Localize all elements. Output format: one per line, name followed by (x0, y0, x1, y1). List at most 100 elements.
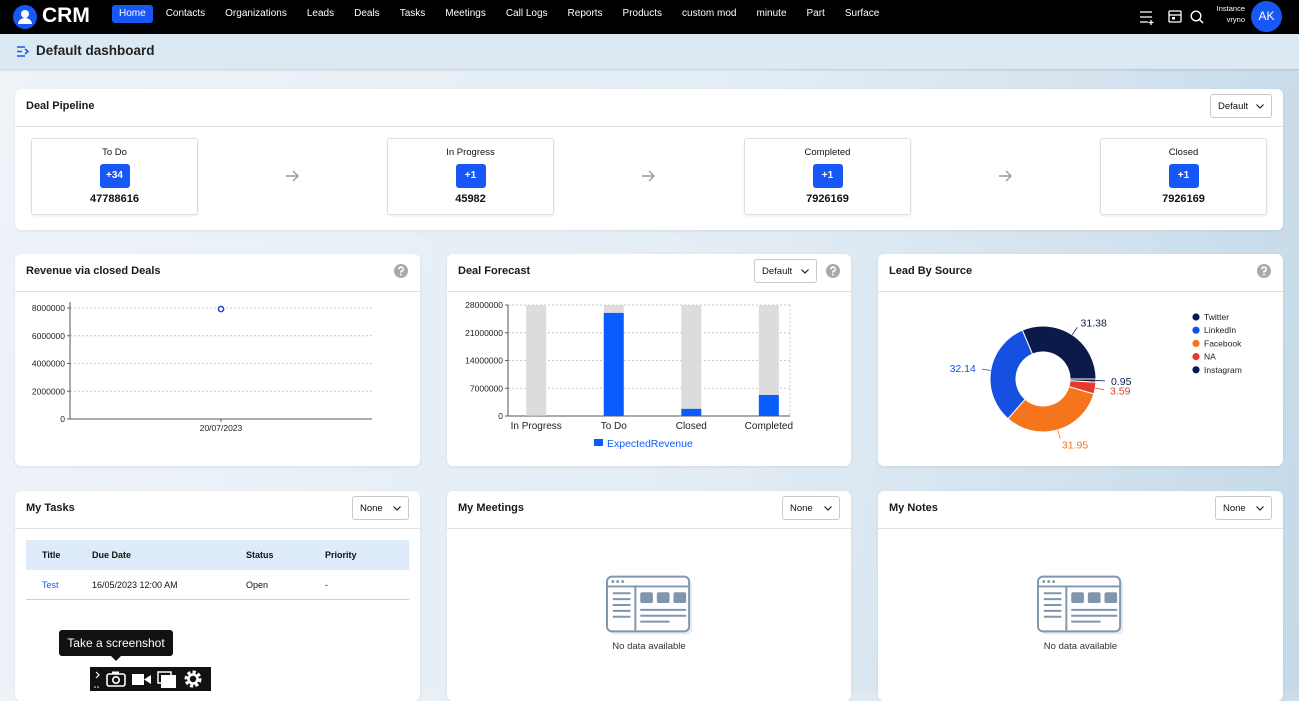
select-value: Default (1218, 101, 1248, 112)
stage-badge: +1 (813, 164, 843, 188)
stage-arrow (999, 170, 1013, 182)
search-icon[interactable] (1191, 11, 1203, 23)
calendar-icon[interactable] (1169, 11, 1181, 22)
empty-text: No data available (447, 641, 851, 652)
stage-badge: +34 (100, 164, 130, 188)
empty-illustration (606, 575, 694, 635)
legend-label: NA (1204, 352, 1216, 362)
meetings-filter[interactable]: None (782, 496, 840, 520)
data-label: 31.95 (1062, 439, 1088, 451)
stage-arrow (642, 170, 656, 182)
avatar[interactable]: AK (1251, 1, 1282, 32)
x-tick-label: Completed (745, 421, 793, 432)
bar (759, 395, 779, 416)
help-icon[interactable] (1257, 264, 1271, 278)
sidebar-toggle[interactable] (16, 45, 30, 58)
card-header: Lead By Source (878, 254, 1283, 292)
label-leader (1072, 327, 1077, 335)
instance-name: Instance (1207, 3, 1245, 14)
card-title: My Notes (889, 502, 938, 514)
page-title: Default dashboard (36, 43, 155, 58)
nav-item[interactable]: Deals (347, 5, 387, 23)
card-title: Deal Forecast (458, 265, 530, 277)
nav-item[interactable]: Products (616, 5, 669, 23)
top-nav: CRM Home Contacts Organizations Leads Deals T… (0, 0, 1299, 34)
select-value: None (790, 503, 813, 514)
brand[interactable]: CRM (42, 4, 90, 28)
chevron (824, 506, 832, 511)
data-label: 31.38 (1081, 317, 1107, 329)
select-value: Default (762, 266, 792, 277)
card-header: My Notes None (878, 491, 1283, 529)
stage-badge: +1 (456, 164, 486, 188)
table-cell[interactable]: Test (26, 570, 92, 600)
list-icon[interactable] (1140, 12, 1154, 25)
nav-item[interactable]: Surface (838, 5, 886, 23)
card-header: My Meetings None (447, 491, 851, 529)
stage-amount: 7926169 (745, 193, 910, 205)
x-tick-label: To Do (601, 421, 628, 432)
legend-swatch (1192, 353, 1199, 360)
point (218, 306, 223, 311)
card-title: My Tasks (26, 502, 75, 514)
nav-menu: Home Contacts Organizations Leads Deals Tasks… (112, 5, 892, 23)
nav-item[interactable]: Contacts (159, 5, 212, 23)
chevron (1256, 104, 1264, 109)
legend-label: Twitter (1204, 312, 1229, 322)
help-icon[interactable] (826, 264, 840, 278)
nav-item[interactable]: Reports (561, 5, 610, 23)
card-title: Lead By Source (889, 265, 972, 277)
column-header: Due Date (92, 540, 246, 570)
stage-name: To Do (32, 147, 197, 158)
user-info: Instance vryno (1207, 3, 1245, 25)
card-title: My Meetings (458, 502, 524, 514)
dashboard-header: Default dashboard (0, 34, 1299, 69)
nav-item[interactable]: Home (112, 5, 153, 23)
notes-filter[interactable]: None (1215, 496, 1272, 520)
nav-item[interactable]: Part (800, 5, 832, 23)
card-header: Revenue via closed Deals (15, 254, 420, 292)
y-tick-label: 28000000 (465, 300, 503, 310)
nav-item[interactable]: Meetings (438, 5, 493, 23)
card-title: Deal Pipeline (26, 100, 94, 112)
stage-name: Completed (745, 147, 910, 158)
stage-card[interactable]: Completed +1 7926169 (744, 138, 911, 215)
help-icon[interactable] (394, 264, 408, 278)
select-value: None (1223, 503, 1246, 514)
nav-item[interactable]: minute (749, 5, 793, 23)
tasks-filter[interactable]: None (352, 496, 409, 520)
card-title: Revenue via closed Deals (26, 265, 161, 277)
column-header: Priority (325, 540, 409, 570)
select-value: None (360, 503, 383, 514)
empty-illustration (1037, 575, 1125, 635)
nav-item[interactable]: Tasks (393, 5, 433, 23)
y-tick-label: 0 (498, 411, 503, 421)
legend-swatch (1192, 340, 1199, 347)
nav-item[interactable]: Call Logs (499, 5, 555, 23)
forecast-filter[interactable]: Default (754, 259, 817, 283)
legend-label: Instagram (1204, 365, 1242, 375)
x-tick-label: Closed (676, 421, 707, 432)
nav-item[interactable]: Leads (300, 5, 341, 23)
lead-source-chart: 31.3832.1431.953.590.95TwitterLinkedInFa… (878, 292, 1283, 466)
legend-swatch (1192, 313, 1199, 320)
stage-badge: +1 (1169, 164, 1199, 188)
legend-label: LinkedIn (1204, 325, 1236, 335)
pipeline-filter[interactable]: Default (1210, 94, 1272, 118)
y-tick-label: 14000000 (465, 356, 503, 366)
nav-item[interactable]: custom mod (675, 5, 743, 23)
chevron (1256, 506, 1264, 511)
nav-item[interactable]: Organizations (218, 5, 294, 23)
label-leader (982, 369, 991, 370)
